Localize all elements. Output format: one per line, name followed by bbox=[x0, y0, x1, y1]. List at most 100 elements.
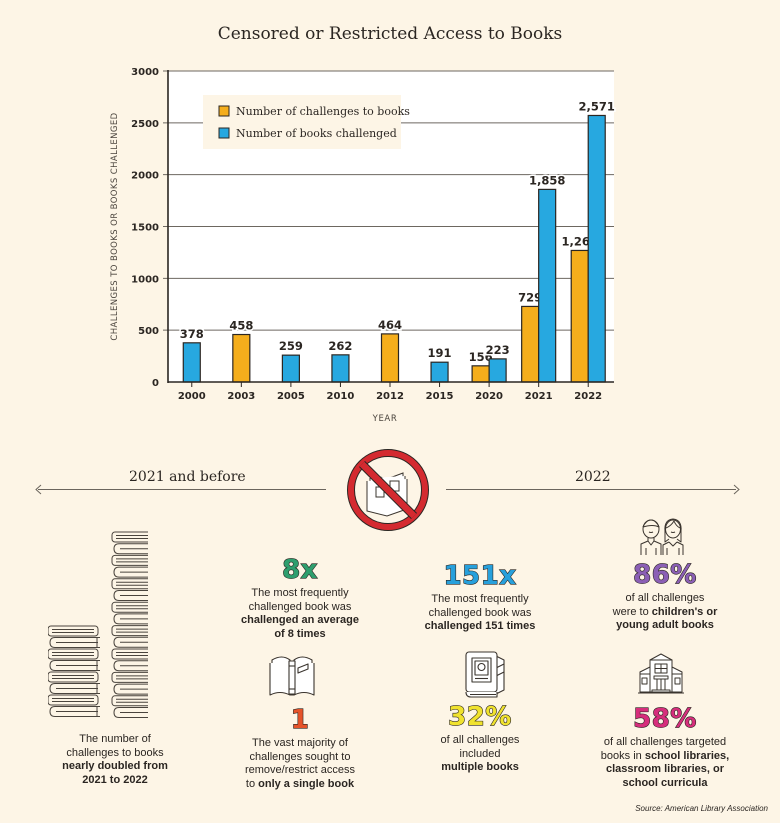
book-spine bbox=[113, 566, 148, 578]
y-tick-label: 500 bbox=[138, 326, 159, 337]
stat-bold-text: of 8 times bbox=[274, 627, 326, 640]
x-tick-label: 2020 bbox=[475, 391, 503, 402]
bar-value-label: 1,858 bbox=[529, 173, 565, 187]
stat-1: 1 The vast majority of challenges sought… bbox=[220, 705, 380, 791]
stat-bold-text: multiple books bbox=[441, 761, 519, 773]
bar-number-of-books-challenged bbox=[488, 358, 507, 383]
legend-label: Number of books challenged bbox=[236, 127, 397, 140]
book-spine bbox=[113, 683, 148, 695]
stat-text: The vast majority of bbox=[252, 737, 348, 749]
timeline-right-line bbox=[446, 489, 736, 490]
x-tick-label: 2010 bbox=[327, 391, 355, 402]
banned-book-icon bbox=[347, 449, 429, 531]
stat-text: remove/restrict access bbox=[244, 764, 356, 776]
stat-bold-text: only a single book bbox=[258, 777, 355, 790]
book-spine bbox=[113, 613, 148, 625]
bar-number-of-books-challenged bbox=[182, 342, 201, 383]
y-tick-label: 2500 bbox=[131, 119, 159, 130]
bar-chart: 0 500 1000 1500 2000 2500 3000 CHALLENGES TO BO… bbox=[110, 67, 616, 424]
x-tick-label: 2022 bbox=[574, 391, 602, 402]
bar-number-of-books-challenged bbox=[587, 114, 606, 383]
bar-number-of-books-challenged bbox=[538, 188, 557, 383]
book-spine bbox=[111, 531, 148, 543]
stat-big-number: 151x bbox=[443, 561, 517, 591]
x-tick-label: 2000 bbox=[178, 391, 206, 402]
stat-text: challenged book was bbox=[428, 606, 532, 619]
x-tick-label: 2003 bbox=[227, 391, 255, 402]
stat-8x: 8x The most frequently challenged book w… bbox=[220, 555, 380, 641]
book-spine bbox=[113, 660, 148, 672]
arrow-left-icon bbox=[35, 484, 42, 495]
y-axis-label: CHALLENGES TO BOOKS OR BOOKS CHALLENGED bbox=[110, 112, 120, 340]
bar-value-label: 729 bbox=[518, 290, 542, 304]
book-spine bbox=[48, 648, 99, 660]
stat-text: books in bbox=[600, 749, 645, 762]
x-tick-label: 2015 bbox=[426, 391, 454, 402]
bar-value-label: 2,571 bbox=[579, 99, 615, 113]
bar-number-of-books-challenged bbox=[331, 354, 350, 383]
book-spine bbox=[111, 648, 148, 660]
stat-text: included bbox=[459, 747, 501, 760]
stat-bold-text: children's or bbox=[651, 605, 718, 618]
stat-86-percent: 86% of all challenges were to children's… bbox=[590, 560, 740, 633]
stat-text: challenged book was bbox=[248, 600, 352, 613]
legend-swatch bbox=[218, 127, 230, 139]
stat-big-number: 58% bbox=[633, 704, 697, 734]
stat-bold-text: school libraries, bbox=[644, 749, 730, 762]
book-spine bbox=[111, 671, 148, 683]
book-spine bbox=[113, 543, 148, 555]
stat-text: The most frequently bbox=[251, 587, 349, 599]
bar-value-label: 262 bbox=[328, 339, 352, 353]
book-spine bbox=[48, 671, 99, 683]
stat-text: of all challenges targeted bbox=[603, 736, 727, 748]
stat-text: The number of bbox=[79, 733, 151, 745]
y-tick-label: 1500 bbox=[131, 223, 159, 234]
book-spine bbox=[49, 637, 100, 648]
stat-doubled: The number of challenges to books nearly… bbox=[30, 733, 200, 787]
book-spine bbox=[111, 695, 148, 707]
stat-bold-text: challenged an average bbox=[241, 614, 359, 626]
stat-text: of all challenges bbox=[625, 592, 705, 604]
legend-label: Number of challenges to books bbox=[236, 105, 410, 118]
bar-number-of-books-challenged bbox=[281, 354, 300, 383]
x-tick-label: 2005 bbox=[277, 391, 305, 402]
x-tick-label: 2021 bbox=[525, 391, 553, 402]
timeline-right-label: 2022 bbox=[575, 469, 611, 485]
y-tick-label: 3000 bbox=[131, 67, 159, 78]
book-spine bbox=[48, 625, 99, 637]
stat-text: challenges to books bbox=[66, 746, 164, 759]
book-spine bbox=[49, 706, 100, 717]
bar-value-label: 191 bbox=[428, 346, 452, 360]
timeline-left-label: 2021 and before bbox=[129, 469, 246, 485]
legend-box bbox=[203, 95, 401, 149]
book-stacks-icon bbox=[48, 531, 148, 718]
stat-bold-text: young adult books bbox=[616, 619, 714, 631]
stat-big-number: 32% bbox=[448, 702, 512, 732]
book-spine bbox=[49, 683, 100, 694]
stat-32-percent: 32% of all challenges included multiple … bbox=[400, 702, 560, 775]
stat-bold-text: school curricula bbox=[622, 776, 708, 789]
bar-number-of-challenges-to-books bbox=[380, 333, 400, 383]
book-spine bbox=[111, 578, 148, 590]
book-spine bbox=[111, 554, 148, 566]
stat-bold-text: classroom libraries, or bbox=[606, 763, 724, 775]
school-building-icon bbox=[638, 653, 684, 694]
stat-text: The most frequently bbox=[431, 593, 529, 605]
x-tick-label: 2012 bbox=[376, 391, 404, 402]
stat-big-number: 86% bbox=[633, 560, 697, 590]
bar-value-label: 464 bbox=[378, 318, 402, 332]
book-spine bbox=[111, 601, 148, 613]
bar-number-of-books-challenged bbox=[430, 361, 449, 383]
y-tick-label: 2000 bbox=[131, 171, 159, 182]
chart-title: Censored or Restricted Access to Books bbox=[217, 24, 563, 44]
book-spine bbox=[111, 625, 148, 637]
book-spine bbox=[49, 660, 100, 671]
stat-58-percent: 58% of all challenges targeted books in … bbox=[580, 704, 750, 790]
book-spine bbox=[113, 707, 148, 718]
stat-151x: 151x The most frequently challenged book… bbox=[400, 561, 560, 634]
stat-big-number: 8x bbox=[281, 555, 318, 585]
book-spine bbox=[48, 694, 99, 706]
legend-swatch bbox=[218, 105, 230, 117]
children-icon bbox=[640, 518, 684, 555]
bar-value-label: 156 bbox=[469, 350, 493, 364]
